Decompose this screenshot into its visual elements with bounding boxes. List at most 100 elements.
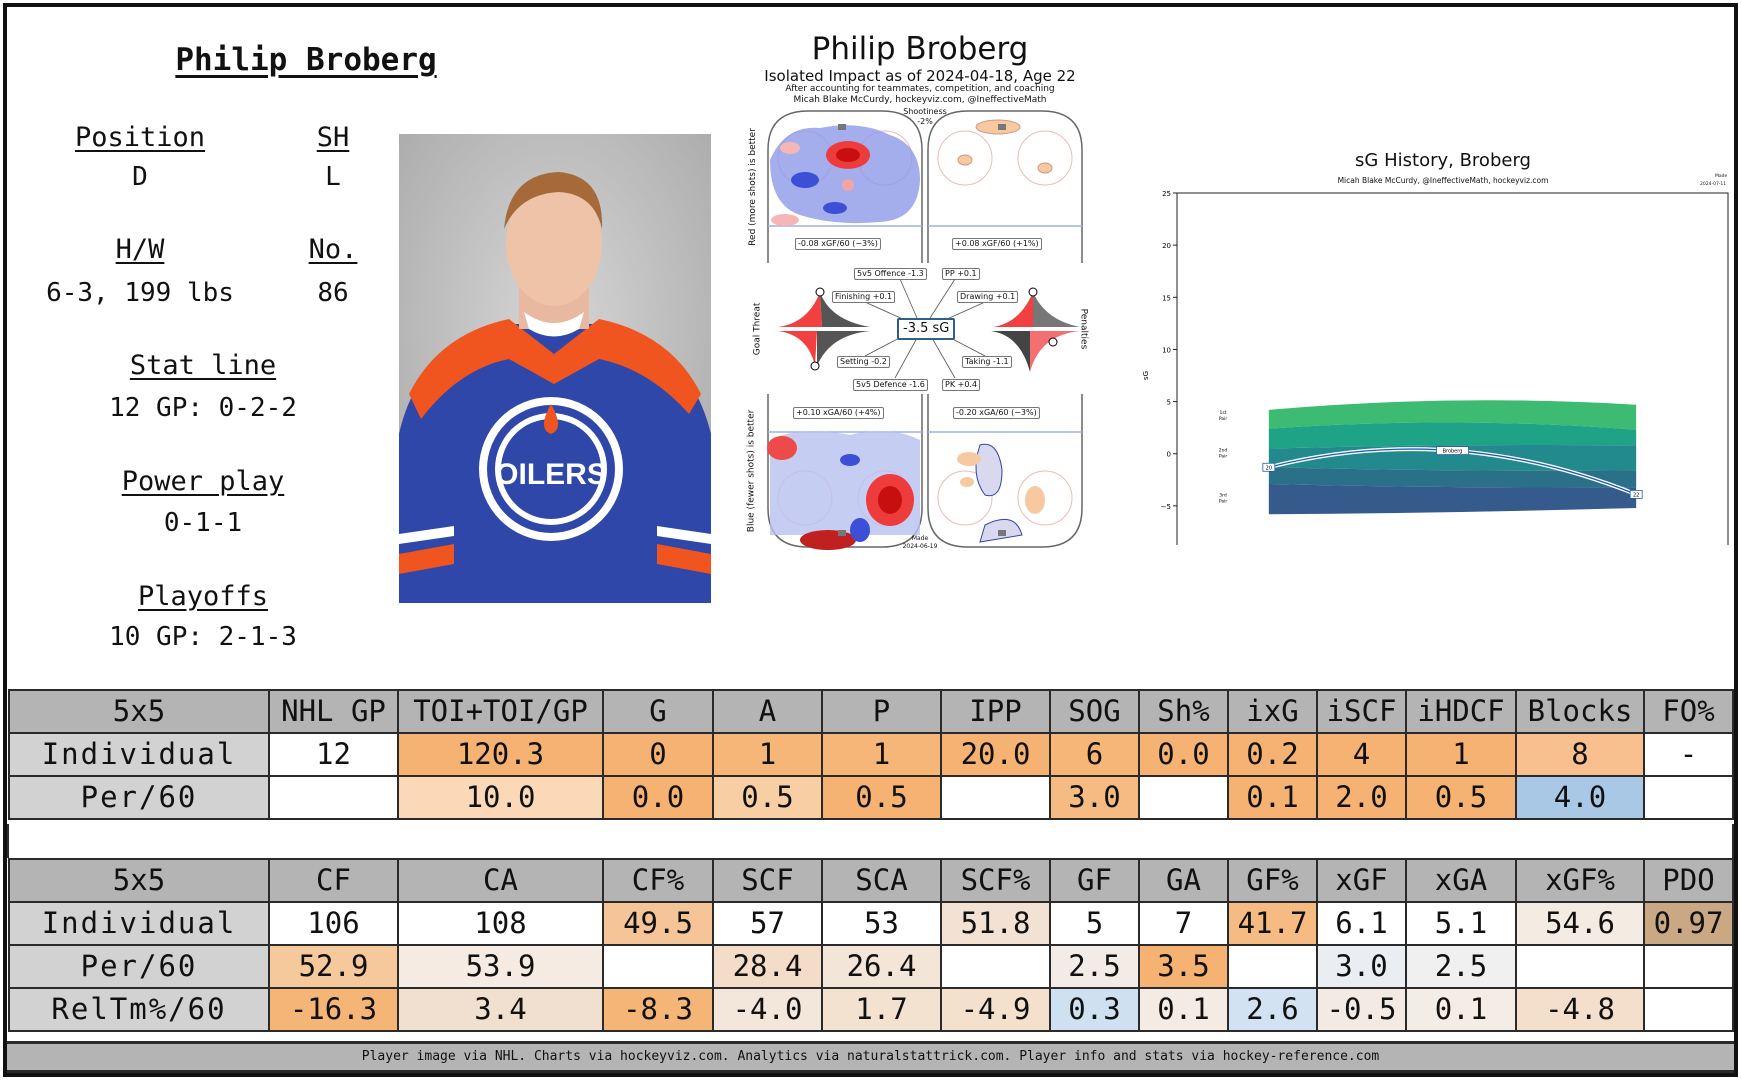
table-cell: 120.3 — [397, 732, 604, 777]
sg-band — [1268, 400, 1637, 430]
powerplay-label: Power play — [121, 466, 285, 497]
number-value: 86 — [317, 278, 349, 308]
table-cell: -0.5 — [1316, 987, 1407, 1032]
table-cell — [1515, 944, 1645, 989]
column-header: CA — [397, 858, 604, 903]
column-header: SCA — [821, 858, 942, 903]
table-cell: -4.9 — [940, 987, 1051, 1032]
sg-point — [1629, 489, 1643, 499]
finishing-component: Finishing +0.1 — [832, 291, 896, 303]
column-header: 5x5 — [8, 689, 270, 734]
column-header: SCF% — [940, 858, 1051, 903]
table-cell: -8.3 — [602, 987, 714, 1032]
table-cell: 26.4 — [821, 944, 942, 989]
table-cell: 2.6 — [1227, 987, 1318, 1032]
table-cell — [940, 775, 1051, 820]
sg-point-label: Broberg — [1443, 449, 1463, 455]
sg-chart-subtitle: Micah Blake McCurdy, @IneffectiveMath, h… — [1337, 176, 1549, 185]
column-header: CF% — [602, 858, 714, 903]
sg-plot-frame — [1176, 192, 1729, 545]
column-header: Sh% — [1138, 689, 1229, 734]
made-date: 2024-06-19 — [902, 543, 938, 550]
sg-chart-title: sG History, Broberg — [1355, 150, 1531, 171]
column-header: iSCF — [1316, 689, 1407, 734]
table-cell: 3.0 — [1316, 944, 1407, 989]
hw-value: 6-3, 199 lbs — [46, 278, 234, 308]
y-tick-label: 0 — [1167, 451, 1171, 459]
drawing-component: Drawing +0.1 — [957, 291, 1019, 303]
sg-point-label: 22 — [1633, 492, 1639, 498]
table-cell: 5.1 — [1405, 901, 1517, 946]
table-cell: 7 — [1138, 901, 1229, 946]
table-cell: 0.97 — [1643, 901, 1734, 946]
column-header: G — [602, 689, 714, 734]
table-cell: 2.5 — [1049, 944, 1140, 989]
offence-heatmap — [770, 125, 920, 226]
sg-made-date: 2024-07-11 — [1700, 182, 1727, 187]
shoots-value: L — [325, 162, 341, 192]
table-cell: 41.7 — [1227, 901, 1318, 946]
powerplay-value: 0-1-1 — [163, 508, 243, 538]
table-cell: 0.5 — [1405, 775, 1517, 820]
row-label: Individual — [8, 901, 270, 946]
table-cell: 0.1 — [1138, 987, 1229, 1032]
table-cell: 3.4 — [397, 987, 604, 1032]
table-cell: - — [1643, 732, 1734, 777]
playoffs-value: 10 GP: 2-1-3 — [109, 622, 297, 652]
table-cell — [1227, 944, 1318, 989]
pk-heatmap — [957, 443, 1045, 543]
hw-label: H/W — [115, 234, 165, 265]
table-cell — [1138, 775, 1229, 820]
table-cell: 0 — [602, 732, 714, 777]
defence-heatmap — [767, 431, 920, 550]
player-photo: OILERS — [399, 134, 711, 603]
sg-point-label: 20 — [1266, 465, 1272, 471]
sg-plot: −10−50510152025212222232324SeasonsG1stPa… — [1142, 190, 1729, 545]
table-cell: 106 — [268, 901, 399, 946]
table-cell: 6 — [1049, 732, 1140, 777]
pk-component: PK +0.4 — [942, 379, 981, 391]
y-axis-label: sG — [1142, 371, 1150, 380]
impact-subtitle: Isolated Impact as of 2024-04-18, Age 22 — [764, 67, 1076, 85]
sg-made-label: Made — [1715, 174, 1728, 179]
penalties-label: Penalties — [1078, 308, 1089, 350]
table-cell — [1643, 987, 1734, 1032]
column-header: iHDCF — [1405, 689, 1517, 734]
table-cell: 20.0 — [940, 732, 1051, 777]
sg-point — [1436, 446, 1469, 455]
statline-label: Stat line — [129, 350, 277, 381]
sg-band — [1268, 422, 1637, 449]
column-header: ixG — [1227, 689, 1318, 734]
y-tick-label: 20 — [1162, 242, 1171, 250]
y-tick-label: 25 — [1162, 190, 1171, 198]
table-cell: 0.1 — [1405, 987, 1517, 1032]
table-cell: 0.0 — [1138, 732, 1229, 777]
column-header: xGF% — [1515, 858, 1645, 903]
table-spacer — [7, 824, 1734, 858]
table-cell — [1643, 944, 1734, 989]
sg-history-chart: sG History, Broberg Micah Blake McCurdy,… — [1140, 145, 1740, 545]
shootiness-value: -2% — [917, 117, 933, 126]
rinks-graphic — [767, 110, 1083, 550]
row-label: RelTm%/60 — [8, 987, 270, 1032]
penalties-distribution — [991, 287, 1080, 372]
table-row: RelTm%/60 -16.3 3.4 -8.3 -4.0 1.7 -4.9 0.3 0.1 2.… — [8, 987, 1734, 1032]
playoffs-label: Playoffs — [137, 581, 269, 612]
table-cell: 1 — [1405, 732, 1517, 777]
xgf-5v5-label: -0.08 xGF/60 (−3%) — [795, 238, 881, 250]
table-cell: 0.5 — [712, 775, 823, 820]
column-header: GA — [1138, 858, 1229, 903]
table-cell: 3.0 — [1049, 775, 1140, 820]
impact-title: Philip Broberg — [811, 31, 1029, 67]
band-label: Pair — [1219, 416, 1228, 422]
stats-table-on-ice: 5x5 CF CA CF% SCF SCA SCF% GF GA GF% xGF xGA xGF% PDO… — [8, 858, 1734, 1032]
y-tick-label: 15 — [1162, 294, 1171, 302]
shootiness-label: Shootiness — [903, 107, 947, 116]
column-header: 5x5 — [8, 858, 270, 903]
table-cell: -4.8 — [1515, 987, 1645, 1032]
column-header: xGA — [1405, 858, 1517, 903]
goal-threat-distribution — [778, 287, 870, 371]
column-header: A — [712, 689, 823, 734]
statline-value: 12 GP: 0-2-2 — [109, 393, 297, 423]
player-name: Philip Broberg — [175, 42, 437, 78]
